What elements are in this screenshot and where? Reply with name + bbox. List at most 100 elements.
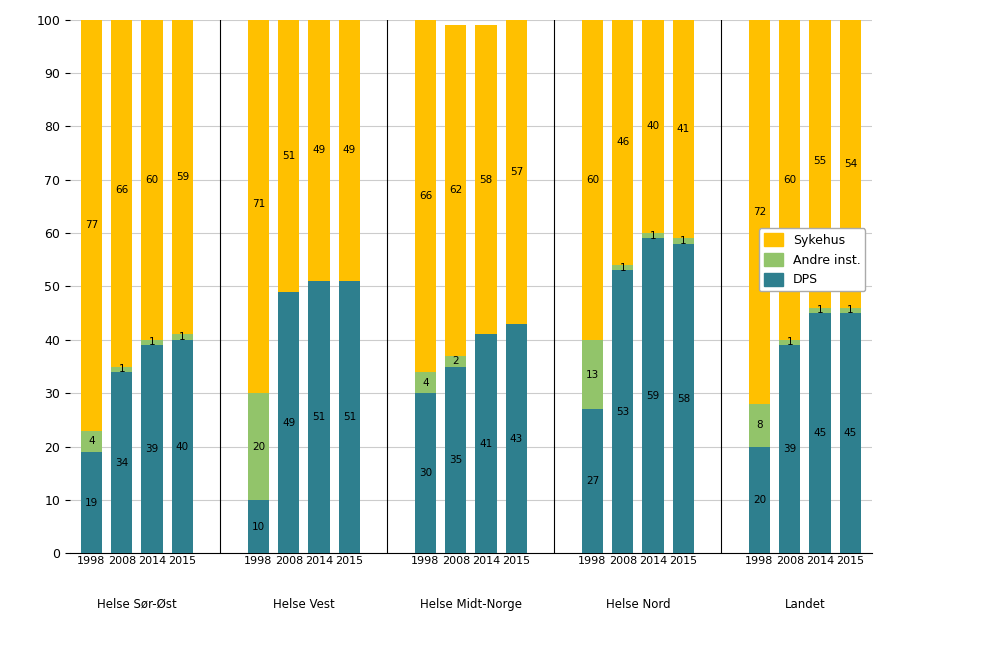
Text: 49: 49 [343, 145, 356, 156]
Text: 49: 49 [313, 145, 326, 156]
Text: 51: 51 [313, 412, 326, 422]
Text: 41: 41 [480, 439, 493, 449]
Bar [612, 20, 633, 265]
Text: 66: 66 [115, 186, 128, 195]
Bar [673, 20, 694, 238]
Text: Helse Midt-Norge: Helse Midt-Norge [420, 598, 522, 611]
Bar [673, 243, 694, 553]
Text: 1: 1 [118, 364, 125, 374]
Bar [840, 313, 861, 553]
Bar [247, 500, 269, 553]
Text: 41: 41 [677, 124, 690, 134]
Bar [673, 238, 694, 243]
Text: 2: 2 [453, 356, 459, 366]
Bar [339, 281, 360, 553]
Text: 4: 4 [88, 436, 95, 446]
Bar [339, 20, 360, 281]
Text: 57: 57 [510, 167, 523, 176]
Text: 8: 8 [757, 421, 763, 430]
Text: 20: 20 [753, 495, 766, 505]
Text: 58: 58 [677, 394, 690, 404]
Text: Helse Vest: Helse Vest [274, 598, 335, 611]
Bar [81, 20, 102, 430]
Text: 77: 77 [85, 220, 98, 230]
Bar [780, 340, 801, 345]
Text: 1: 1 [619, 263, 626, 273]
Bar [642, 233, 663, 238]
Text: 51: 51 [343, 412, 356, 422]
Text: 35: 35 [449, 455, 462, 465]
Text: 4: 4 [422, 378, 429, 387]
Bar [582, 340, 603, 409]
Bar [141, 340, 162, 345]
Text: 59: 59 [176, 172, 189, 182]
Bar [309, 281, 330, 553]
Text: 40: 40 [646, 121, 659, 132]
Bar [612, 270, 633, 553]
Bar [445, 25, 466, 356]
Bar [141, 345, 162, 553]
Text: 13: 13 [586, 370, 599, 380]
Bar [506, 324, 527, 553]
Bar [810, 308, 831, 313]
Text: Helse Sør-Øst: Helse Sør-Øst [97, 598, 176, 611]
Bar [279, 20, 300, 292]
Text: 53: 53 [616, 407, 629, 417]
Text: 1: 1 [847, 305, 854, 316]
Bar [247, 14, 269, 393]
Text: 1: 1 [149, 337, 155, 348]
Bar [111, 372, 132, 553]
Bar [476, 335, 497, 553]
Bar [840, 308, 861, 313]
Text: 45: 45 [814, 428, 827, 438]
Text: Landet: Landet [785, 598, 826, 611]
Text: 20: 20 [252, 441, 265, 452]
Bar [415, 20, 436, 372]
Text: 60: 60 [145, 174, 158, 185]
Bar [445, 356, 466, 367]
Bar [810, 14, 831, 308]
Bar [141, 20, 162, 340]
Bar [81, 430, 102, 452]
Bar [780, 20, 801, 340]
Bar [172, 20, 193, 335]
Bar [506, 20, 527, 324]
Bar [172, 340, 193, 553]
Text: 39: 39 [145, 444, 158, 454]
Bar [172, 335, 193, 340]
Bar [748, 404, 770, 447]
Bar [582, 409, 603, 553]
Bar [111, 367, 132, 372]
Bar [309, 20, 330, 281]
Text: 1: 1 [787, 337, 793, 348]
Bar [840, 20, 861, 308]
Text: 10: 10 [252, 521, 265, 532]
Bar [582, 20, 603, 340]
Bar [247, 393, 269, 500]
Text: 60: 60 [586, 174, 599, 185]
Text: 1: 1 [650, 230, 656, 241]
Bar [612, 265, 633, 270]
Bar [81, 452, 102, 553]
Text: 51: 51 [283, 150, 296, 161]
Text: 66: 66 [419, 191, 432, 201]
Text: 43: 43 [510, 434, 523, 443]
Bar [415, 372, 436, 393]
Text: 40: 40 [176, 441, 189, 452]
Text: 49: 49 [283, 417, 296, 428]
Text: 72: 72 [753, 207, 766, 217]
Text: 1: 1 [817, 305, 824, 316]
Bar [415, 393, 436, 553]
Bar [445, 367, 466, 553]
Text: 60: 60 [784, 174, 797, 185]
Text: 59: 59 [646, 391, 659, 401]
Bar [642, 238, 663, 553]
Text: 34: 34 [115, 458, 128, 467]
Text: 54: 54 [844, 159, 857, 169]
Bar [748, 447, 770, 553]
Text: 19: 19 [85, 497, 98, 508]
Bar [642, 20, 663, 233]
Text: 39: 39 [784, 444, 797, 454]
Text: 62: 62 [449, 186, 462, 195]
Text: Helse Nord: Helse Nord [605, 598, 670, 611]
